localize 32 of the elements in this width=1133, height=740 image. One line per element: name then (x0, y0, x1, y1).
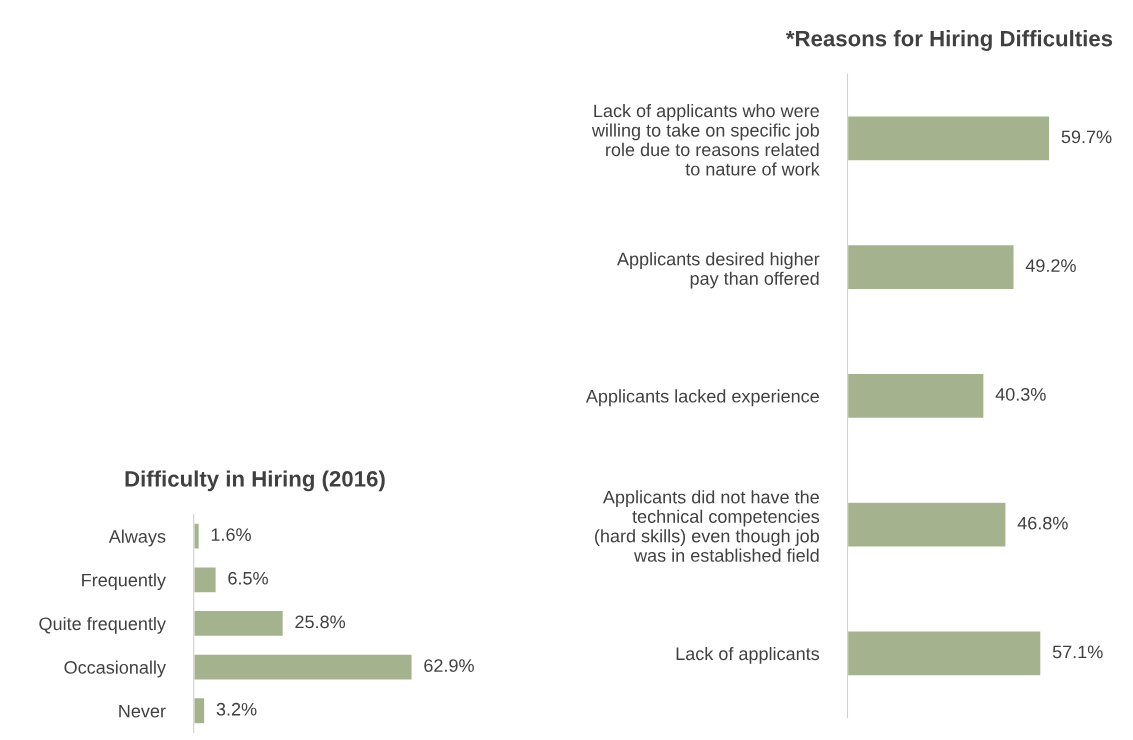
data-label: 62.9% (424, 659, 474, 672)
bar (847, 243, 1015, 291)
y-tick-label: Lack of applicants (676, 646, 820, 664)
bar (193, 609, 285, 638)
data-label: 49.2% (1025, 259, 1076, 272)
data-label: 3.2% (216, 702, 257, 716)
y-tick-label: Applicants lacked experience (585, 389, 819, 407)
bar (847, 630, 1042, 677)
data-label: 59.7% (1061, 130, 1112, 144)
data-label: 25.8% (295, 615, 346, 629)
data-label: 1.6% (211, 528, 251, 541)
y-tick-label: Occasionally (64, 660, 166, 678)
chart-title: *Reasons for Hiring Difficulties (785, 30, 1113, 51)
y-tick-label: Lack of applicants who were willing to take on specific job role due to reasons related to nature of work (591, 103, 820, 176)
y-tick-label: Never (119, 704, 166, 718)
chart-title: Difficulty in Hiring (2016) (125, 470, 385, 492)
bar (193, 653, 413, 681)
data-label: 57.1% (1052, 645, 1103, 659)
bar (193, 696, 206, 725)
y-tick-label: Frequently (82, 573, 166, 591)
data-label: 6.5% (228, 571, 268, 585)
bar (193, 565, 218, 594)
bar (847, 115, 1051, 162)
data-label: 40.3% (995, 387, 1046, 401)
bar (193, 522, 200, 550)
bar (847, 501, 1007, 548)
data-label: 46.8% (1017, 516, 1068, 530)
bar (847, 372, 985, 420)
y-tick-label: Quite frequently (39, 616, 166, 634)
y-tick-label: Applicants did not have the technical competencies (hard skills) even though job was in established field (595, 490, 820, 562)
y-tick-label: Applicants desired higher pay than offered (617, 252, 820, 289)
y-tick-label: Always (108, 529, 166, 547)
